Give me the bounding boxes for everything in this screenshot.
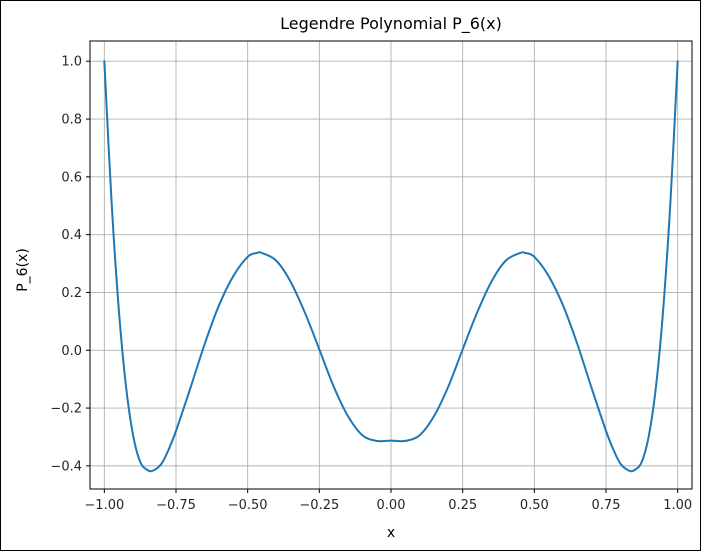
x-tick-label: 0.50 <box>520 498 549 513</box>
y-tick-label: 0.8 <box>61 113 82 128</box>
series-line <box>103 60 679 473</box>
grid <box>90 41 692 489</box>
chart-title: Legendre Polynomial P_6(x) <box>280 14 502 34</box>
x-tick-label: 0.75 <box>592 498 621 513</box>
y-tick-label: 0.4 <box>61 228 82 243</box>
x-tick-label: −0.75 <box>156 498 196 513</box>
y-tick-label: 0.6 <box>61 170 82 185</box>
y-tick-label: 0.2 <box>61 286 82 301</box>
x-axis-label: x <box>387 525 395 541</box>
plot-lines <box>103 60 679 473</box>
y-tick-label: 0.0 <box>61 344 82 359</box>
y-tick-label: 1.0 <box>61 55 82 70</box>
y-axis-label: P_6(x) <box>15 248 31 292</box>
x-tick-label: 0.25 <box>448 498 477 513</box>
x-tick-label: −1.00 <box>84 498 124 513</box>
x-tick-label: −0.50 <box>228 498 268 513</box>
x-tick-label: −0.25 <box>299 498 339 513</box>
x-tick-label: 1.00 <box>663 498 692 513</box>
y-axis-ticks: −0.4 −0.2 0.0 0.2 0.4 0.6 0.8 1.0 <box>50 55 90 474</box>
x-axis-ticks: −1.00 −0.75 −0.50 −0.25 0.00 0.25 0.50 0.75 1.00 <box>84 489 692 513</box>
x-tick-label: 0.00 <box>377 498 406 513</box>
y-tick-label: −0.4 <box>50 459 82 474</box>
y-tick-label: −0.2 <box>50 402 82 417</box>
